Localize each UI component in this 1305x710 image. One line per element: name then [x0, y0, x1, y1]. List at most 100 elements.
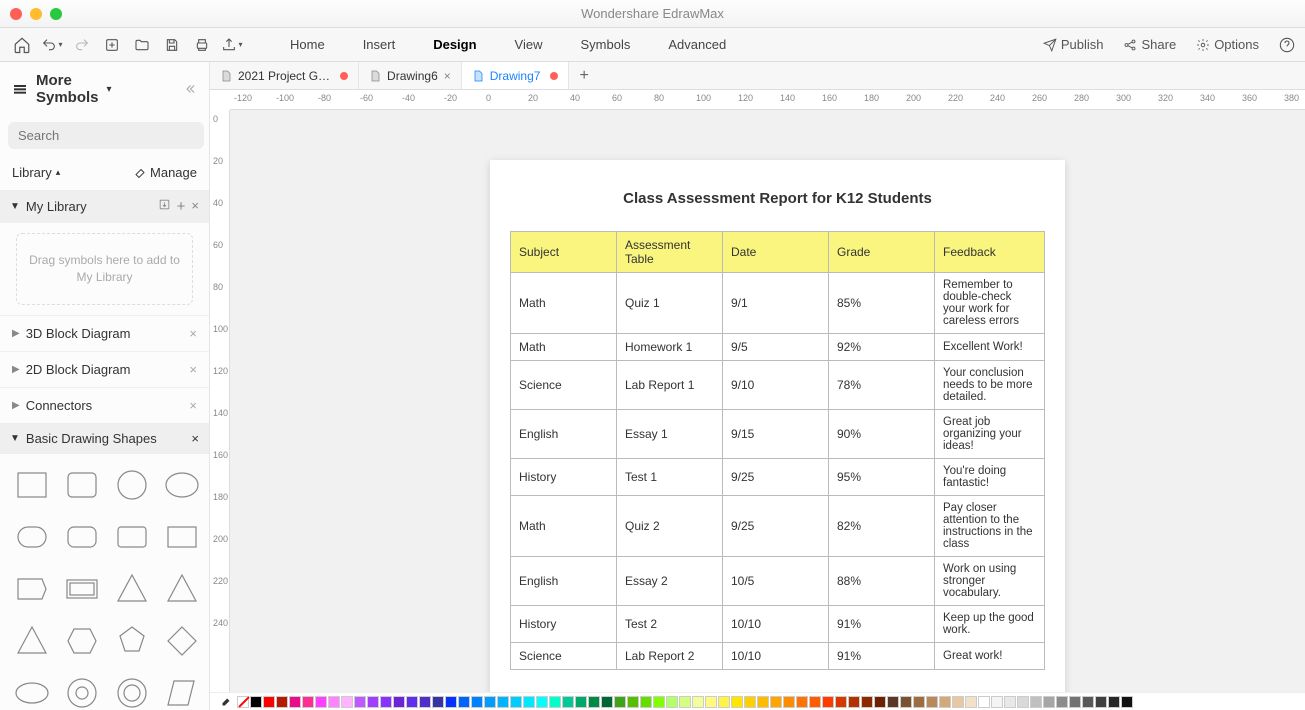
color-swatch[interactable] [991, 696, 1003, 708]
close-window-button[interactable] [10, 8, 22, 20]
color-swatch[interactable] [250, 696, 262, 708]
color-swatch[interactable] [848, 696, 860, 708]
close-icon[interactable]: × [189, 398, 197, 413]
shape-thumbnail[interactable] [62, 672, 102, 710]
minimize-window-button[interactable] [30, 8, 42, 20]
shape-thumbnail[interactable] [62, 464, 102, 506]
close-icon[interactable]: × [191, 198, 199, 215]
home-icon[interactable] [10, 33, 34, 57]
color-swatch[interactable] [510, 696, 522, 708]
undo-icon[interactable]: ▾ [40, 33, 64, 57]
color-swatch[interactable] [601, 696, 613, 708]
color-swatch[interactable] [965, 696, 977, 708]
add-tab-button[interactable]: + [569, 67, 598, 85]
redo-icon[interactable] [70, 33, 94, 57]
color-swatch[interactable] [809, 696, 821, 708]
document-page[interactable]: Class Assessment Report for K12 Students… [490, 160, 1065, 692]
more-symbols-label[interactable]: More Symbols [36, 72, 99, 106]
chevron-down-icon[interactable]: ▾ [107, 84, 112, 95]
color-swatch[interactable] [445, 696, 457, 708]
color-swatch[interactable] [497, 696, 509, 708]
menu-item-view[interactable]: View [515, 37, 543, 52]
color-swatch[interactable] [666, 696, 678, 708]
color-swatch[interactable] [614, 696, 626, 708]
shape-thumbnail[interactable] [112, 516, 152, 558]
menu-item-advanced[interactable]: Advanced [668, 37, 726, 52]
color-swatch[interactable] [900, 696, 912, 708]
color-swatch[interactable] [588, 696, 600, 708]
color-swatch[interactable] [367, 696, 379, 708]
color-swatch[interactable] [1043, 696, 1055, 708]
document-tab[interactable]: 2021 Project G… [210, 62, 359, 89]
color-swatch[interactable] [913, 696, 925, 708]
shape-thumbnail[interactable] [12, 516, 52, 558]
color-swatch[interactable] [523, 696, 535, 708]
menu-item-symbols[interactable]: Symbols [581, 37, 631, 52]
color-swatch[interactable] [692, 696, 704, 708]
color-swatch[interactable] [406, 696, 418, 708]
color-swatch[interactable] [861, 696, 873, 708]
shape-thumbnail[interactable] [62, 516, 102, 558]
menu-item-design[interactable]: Design [433, 37, 476, 52]
shape-thumbnail[interactable] [12, 568, 52, 610]
shape-thumbnail[interactable] [112, 568, 152, 610]
help-icon[interactable] [1279, 37, 1295, 53]
library-link[interactable]: Library ▴ [12, 165, 60, 180]
drop-zone[interactable]: Drag symbols here to add to My Library [16, 233, 193, 305]
library-item[interactable]: ▶3D Block Diagram× [0, 315, 209, 351]
shape-thumbnail[interactable] [162, 464, 202, 506]
close-icon[interactable]: × [189, 362, 197, 377]
color-swatch[interactable] [822, 696, 834, 708]
options-action[interactable]: Options [1196, 37, 1259, 52]
color-swatch[interactable] [679, 696, 691, 708]
my-library-header[interactable]: ▼ My Library + × [0, 190, 209, 223]
shape-thumbnail[interactable] [12, 464, 52, 506]
color-swatch[interactable] [1069, 696, 1081, 708]
color-swatch[interactable] [744, 696, 756, 708]
shape-thumbnail[interactable] [162, 672, 202, 710]
import-icon[interactable] [158, 198, 171, 211]
color-swatch[interactable] [1121, 696, 1133, 708]
new-icon[interactable] [100, 33, 124, 57]
eyedropper-icon[interactable] [216, 695, 236, 709]
document-tab[interactable]: Drawing6× [359, 62, 462, 89]
color-swatch[interactable] [354, 696, 366, 708]
color-swatch[interactable] [874, 696, 886, 708]
shape-thumbnail[interactable] [62, 568, 102, 610]
shape-thumbnail[interactable] [112, 620, 152, 662]
color-swatch[interactable] [315, 696, 327, 708]
shape-thumbnail[interactable] [12, 620, 52, 662]
color-swatch[interactable] [1082, 696, 1094, 708]
library-item[interactable]: ▼Basic Drawing Shapes× [0, 423, 209, 454]
color-swatch[interactable] [328, 696, 340, 708]
color-swatch[interactable] [718, 696, 730, 708]
print-icon[interactable] [190, 33, 214, 57]
shape-thumbnail[interactable] [62, 620, 102, 662]
color-swatch[interactable] [289, 696, 301, 708]
search-input[interactable] [8, 122, 204, 149]
canvas[interactable]: Class Assessment Report for K12 Students… [230, 110, 1305, 692]
color-swatch[interactable] [419, 696, 431, 708]
manage-link[interactable]: Manage [134, 165, 197, 180]
color-swatch[interactable] [380, 696, 392, 708]
color-swatch[interactable] [731, 696, 743, 708]
save-icon[interactable] [160, 33, 184, 57]
color-swatch[interactable] [1095, 696, 1107, 708]
color-swatch[interactable] [796, 696, 808, 708]
color-swatch[interactable] [770, 696, 782, 708]
shape-thumbnail[interactable] [162, 568, 202, 610]
collapse-sidebar-icon[interactable] [183, 82, 197, 96]
color-swatch[interactable] [536, 696, 548, 708]
color-swatch[interactable] [627, 696, 639, 708]
color-swatch[interactable] [484, 696, 496, 708]
color-swatch[interactable] [549, 696, 561, 708]
add-icon[interactable]: + [177, 198, 186, 215]
close-tab-icon[interactable]: × [444, 69, 451, 83]
color-swatch[interactable] [1004, 696, 1016, 708]
shape-thumbnail[interactable] [112, 464, 152, 506]
color-swatch[interactable] [341, 696, 353, 708]
color-swatch[interactable] [1030, 696, 1042, 708]
color-swatch[interactable] [1108, 696, 1120, 708]
color-swatch[interactable] [640, 696, 652, 708]
color-swatch[interactable] [1017, 696, 1029, 708]
